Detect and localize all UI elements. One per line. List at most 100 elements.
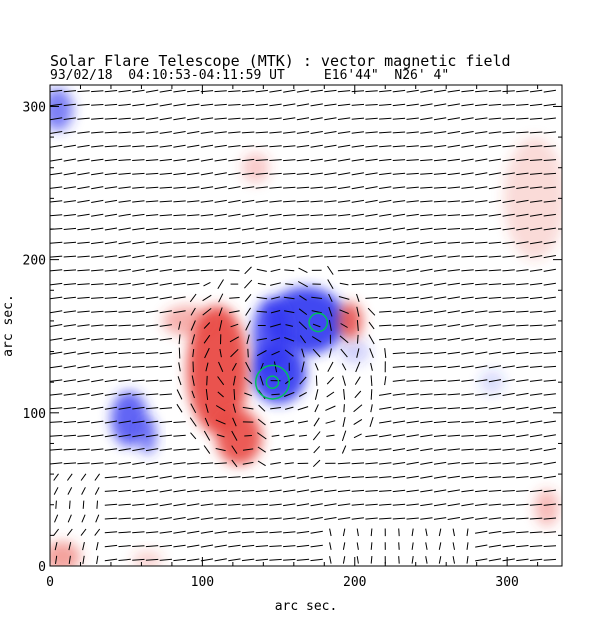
- field-vector: [190, 320, 196, 331]
- field-vector: [297, 406, 309, 411]
- field-vector: [370, 404, 373, 413]
- field-vector: [241, 213, 255, 217]
- field-vector: [269, 213, 282, 217]
- field-vector: [351, 227, 364, 231]
- field-vector: [118, 531, 131, 534]
- field-vector: [218, 293, 224, 303]
- field-vector: [91, 104, 104, 106]
- field-vector: [310, 117, 323, 121]
- field-vector: [351, 103, 365, 106]
- field-vector: [132, 393, 145, 396]
- field-vector: [178, 334, 181, 345]
- field-vector: [475, 117, 488, 120]
- field-vector: [66, 528, 73, 536]
- field-vector: [461, 89, 474, 93]
- field-vector: [159, 172, 173, 175]
- field-vector: [529, 462, 543, 465]
- field-vector: [145, 103, 159, 107]
- field-vector: [296, 145, 310, 148]
- field-vector: [299, 335, 307, 344]
- field-vector: [406, 145, 419, 148]
- field-vector: [475, 269, 488, 272]
- field-vector: [461, 255, 474, 258]
- field-vector: [328, 293, 333, 303]
- field-vector: [406, 296, 419, 300]
- field-vector: [173, 172, 186, 176]
- field-vector: [228, 544, 241, 548]
- field-vector: [516, 145, 529, 148]
- field-vector: [392, 379, 406, 382]
- field-vector: [447, 255, 460, 258]
- field-vector: [159, 475, 172, 479]
- field-vector: [63, 90, 77, 93]
- field-vector: [63, 407, 76, 410]
- field-vector: [204, 417, 210, 427]
- field-vector: [296, 255, 310, 258]
- field-vector: [452, 528, 455, 537]
- field-vector: [173, 200, 186, 203]
- field-vector: [297, 281, 308, 288]
- field-vector: [406, 489, 419, 493]
- field-vector: [50, 144, 63, 148]
- field-vector: [187, 131, 200, 134]
- field-vector: [132, 434, 145, 438]
- field-vector: [461, 103, 474, 107]
- field-vector: [104, 517, 118, 520]
- field-vector: [420, 503, 433, 507]
- field-vector: [187, 282, 200, 286]
- field-vector: [326, 376, 334, 385]
- field-vector: [516, 351, 529, 355]
- field-vector: [488, 241, 502, 244]
- field-vector: [77, 186, 90, 190]
- field-vector: [461, 269, 474, 272]
- field-vector: [241, 117, 255, 120]
- field-vector: [447, 144, 460, 148]
- field-vector: [296, 227, 310, 231]
- field-vector: [433, 172, 447, 175]
- field-vector: [91, 434, 104, 438]
- field-vector: [283, 117, 296, 121]
- field-vector: [104, 186, 118, 189]
- field-vector: [502, 490, 515, 492]
- field-vector: [339, 282, 349, 286]
- field-vector: [241, 172, 255, 176]
- field-vector: [313, 445, 321, 454]
- field-vector: [324, 255, 337, 258]
- field-vector: [284, 420, 295, 424]
- field-vector: [241, 531, 255, 534]
- field-vector: [271, 393, 280, 396]
- field-vector: [77, 448, 90, 451]
- field-vector: [145, 227, 159, 231]
- field-vector: [242, 461, 254, 465]
- field-vector: [200, 462, 214, 465]
- field-vector: [365, 213, 378, 217]
- field-vector: [420, 310, 433, 314]
- field-vector: [203, 334, 211, 344]
- field-vector: [285, 324, 294, 327]
- positive-polarity-region-11: [162, 305, 212, 337]
- field-vector: [365, 172, 378, 176]
- field-vector: [379, 296, 392, 299]
- field-vector: [502, 310, 515, 313]
- field-vector: [229, 310, 240, 314]
- field-vector: [516, 227, 529, 231]
- field-vector: [502, 406, 515, 410]
- field-vector: [406, 434, 419, 438]
- field-vector: [406, 420, 419, 424]
- field-vector: [433, 393, 447, 396]
- field-vector: [145, 159, 159, 162]
- field-vector: [104, 158, 118, 162]
- field-vector: [200, 172, 214, 176]
- field-vector: [203, 445, 211, 454]
- field-vector: [433, 324, 447, 327]
- field-vector: [145, 186, 159, 189]
- field-vector: [200, 158, 214, 162]
- field-vector: [269, 255, 282, 259]
- field-vector: [337, 255, 351, 258]
- field-vector: [516, 213, 529, 217]
- field-vector: [200, 558, 214, 562]
- field-vector: [420, 338, 433, 341]
- field-vector: [50, 200, 63, 203]
- field-vector: [543, 172, 557, 175]
- field-vector: [228, 117, 241, 120]
